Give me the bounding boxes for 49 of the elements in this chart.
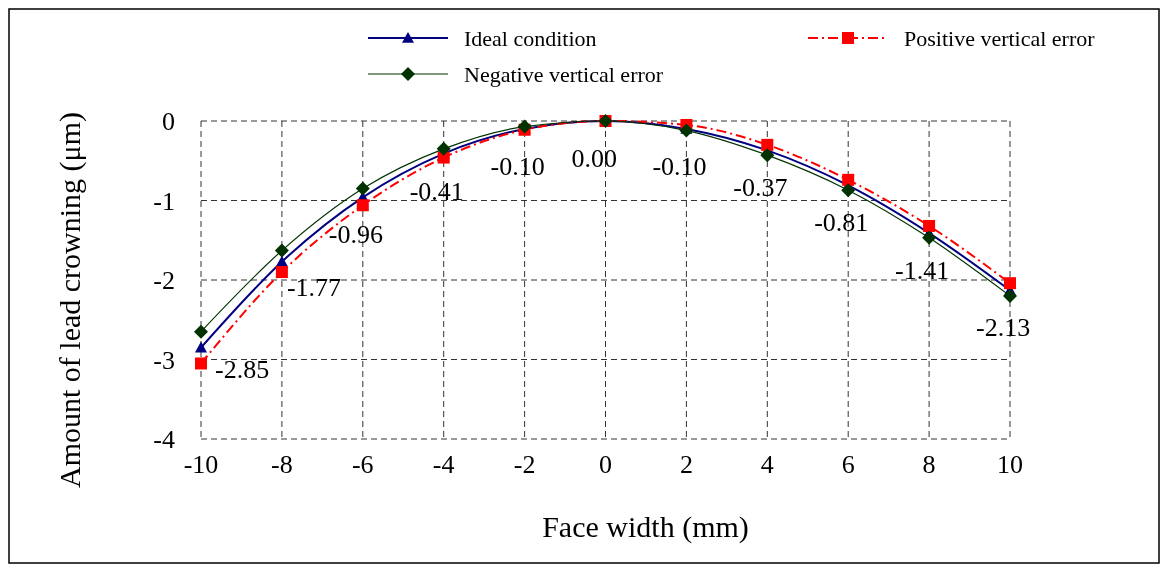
point: [841, 183, 856, 198]
data-label: -2.13: [976, 313, 1031, 343]
y-tick-label: 0: [162, 107, 175, 136]
data-label: -0.10: [652, 151, 707, 181]
x-tick-label: -6: [351, 450, 374, 479]
point: [356, 199, 369, 212]
data-label: -0.41: [409, 176, 464, 206]
x-tick-label: 8: [922, 450, 936, 479]
point: [761, 138, 774, 151]
data-label: -0.96: [328, 220, 383, 250]
x-axis-title: Face width (mm): [542, 510, 749, 544]
x-tick-label: 6: [841, 450, 855, 479]
x-tick-label: -10: [183, 450, 219, 479]
point: [274, 243, 289, 258]
point: [842, 173, 855, 186]
point: [195, 341, 207, 353]
data-label: -0.81: [814, 208, 869, 238]
data-label: -1.77: [286, 272, 342, 302]
x-tick-label: -8: [271, 450, 293, 479]
data-label: -0.10: [490, 151, 545, 181]
x-tick-label: -4: [432, 450, 455, 479]
x-tick-label: -2: [513, 450, 536, 479]
point: [760, 148, 775, 163]
data-label: 0.00: [571, 144, 617, 173]
x-tick-label: 0: [599, 450, 612, 479]
y-axis-title: Amount of lead crowning (μm): [53, 112, 87, 488]
point: [436, 141, 451, 156]
point: [355, 181, 370, 196]
point: [922, 230, 937, 245]
legend-label: Negative vertical error: [464, 62, 664, 87]
x-tick-label: 4: [760, 450, 774, 479]
y-tick-label: -1: [153, 186, 175, 216]
data-label: -2.85: [215, 354, 270, 384]
point: [1004, 277, 1016, 290]
x-tick-label: 10: [997, 450, 1023, 479]
point: [194, 324, 208, 339]
y-tick-label: -4: [153, 425, 175, 454]
point: [679, 123, 694, 138]
point: [275, 266, 288, 279]
y-tick-label: -2: [153, 266, 175, 295]
point: [1003, 288, 1017, 303]
legend-label: Ideal condition: [464, 26, 597, 51]
x-tick-label: 2: [679, 450, 693, 479]
point: [923, 219, 936, 232]
legend-label: Positive vertical error: [904, 26, 1096, 51]
point: [195, 357, 207, 370]
data-label: -1.41: [895, 256, 950, 286]
data-label: -0.37: [733, 173, 788, 203]
y-tick-label: -3: [153, 345, 175, 375]
